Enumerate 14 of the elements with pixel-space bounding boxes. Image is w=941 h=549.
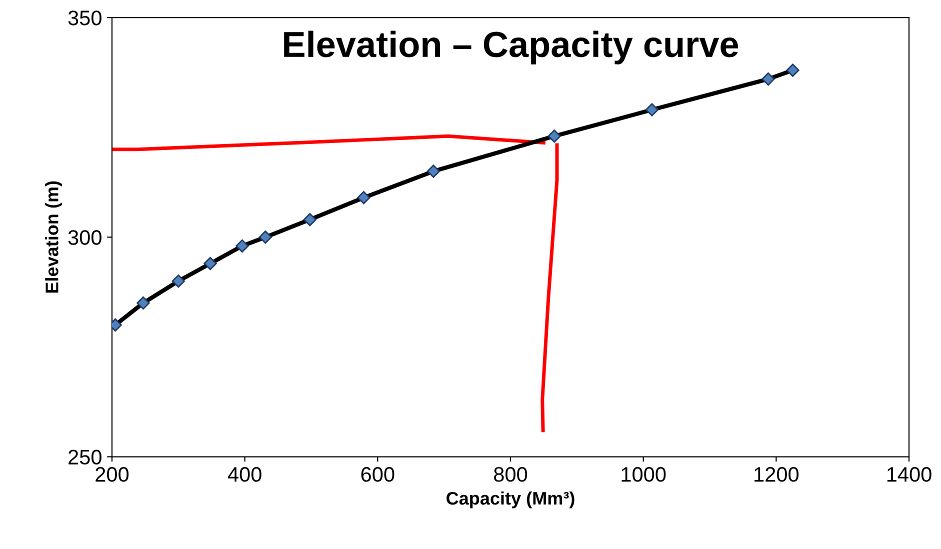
chart-title: Elevation – Capacity curve <box>284 30 738 64</box>
x-axis-title: Capacity (Mm³) <box>446 491 574 508</box>
x-tick-label: 400 <box>228 467 262 482</box>
x-tick-label: 1200 <box>754 467 799 482</box>
y-tick-label: 250 <box>68 450 102 465</box>
x-tick-label: 600 <box>361 467 394 482</box>
x-tick-label: 1000 <box>622 467 666 482</box>
x-tick-label: 1400 <box>887 467 932 482</box>
y-tick-label: 350 <box>68 10 102 26</box>
y-tick-label: 300 <box>68 230 102 245</box>
x-tick-label: 200 <box>96 467 129 482</box>
x-tick-label: 800 <box>494 467 528 482</box>
y-axis-title: Elevation (m) <box>45 181 62 293</box>
line-series <box>540 143 559 432</box>
